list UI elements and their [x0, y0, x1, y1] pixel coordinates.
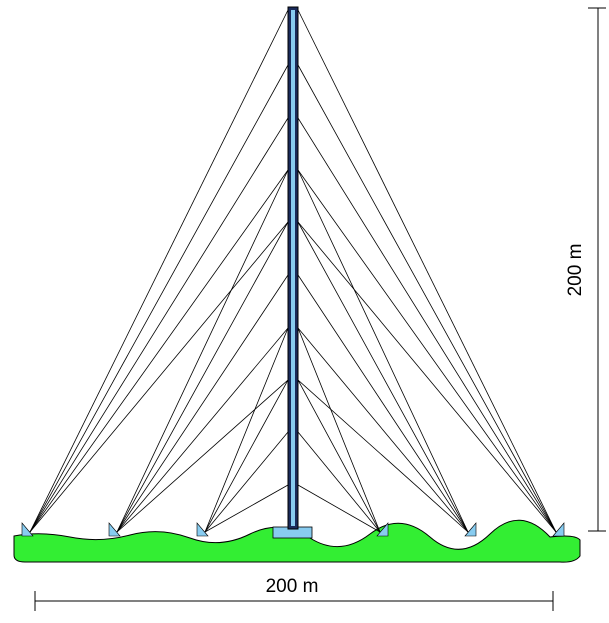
guy-wire: [116, 169, 289, 533]
anchors: [21, 522, 565, 537]
guy-wire: [204, 327, 289, 533]
guy-wire: [204, 431, 289, 533]
guy-wire: [297, 117, 557, 533]
guy-wire: [116, 327, 289, 533]
guy-wire: [297, 169, 469, 533]
guy-wire: [204, 484, 289, 533]
guy-wire: [297, 9, 557, 533]
guy-wire: [297, 431, 381, 533]
guy-wire: [297, 221, 469, 533]
guy-wire: [297, 274, 469, 533]
guy-wire: [29, 117, 289, 533]
anchor-block: [464, 522, 477, 537]
guy-wire: [116, 379, 289, 533]
height-label: 200 m: [565, 244, 586, 297]
guy-wire: [29, 221, 289, 533]
anchor-block: [21, 522, 34, 537]
guy-wire: [29, 9, 289, 533]
width-label: 200 m: [266, 576, 319, 597]
guy-wire: [297, 169, 557, 533]
guy-wire: [204, 379, 289, 533]
guy-wire: [297, 64, 557, 533]
guy-wire: [116, 274, 289, 533]
guy-wire: [297, 221, 557, 533]
guy-wire: [116, 221, 289, 533]
guy-wire: [297, 379, 469, 533]
anchor-block: [376, 522, 389, 537]
guy-wire: [297, 327, 469, 533]
anchor-block: [196, 522, 209, 537]
mast-core: [291, 10, 295, 526]
guy-wire: [29, 64, 289, 533]
ground: [13, 519, 581, 563]
guy-wire: [297, 327, 381, 533]
guy-wire: [29, 169, 289, 533]
guy-wire: [297, 379, 381, 533]
anchor-block: [108, 522, 121, 537]
guy-wires: [29, 9, 557, 533]
anchor-block: [552, 522, 565, 537]
guy-wire: [297, 484, 381, 533]
